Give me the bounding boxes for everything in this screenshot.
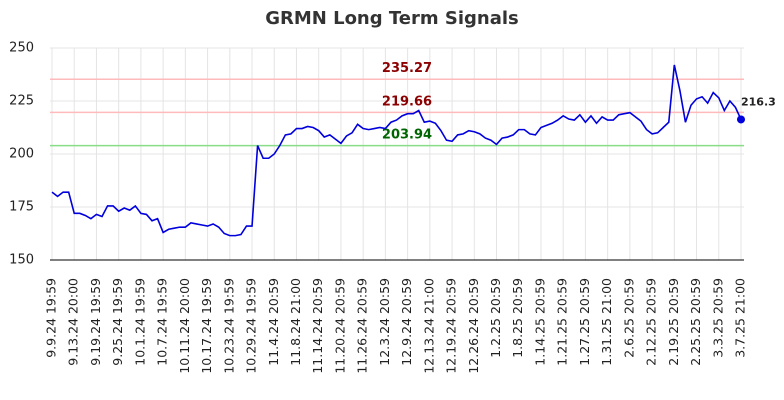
x-tick-label: 10.17.24 19:59	[199, 278, 214, 374]
x-tick-label: 2.19.25 20:59	[666, 278, 681, 366]
x-tick-label: 10.29.24 19:59	[244, 278, 259, 374]
x-tick-label: 12.13.24 21:00	[421, 278, 436, 374]
signal-label: 203.94	[382, 128, 432, 143]
x-tick-label: 9.13.24 20:00	[66, 278, 81, 366]
signal-label: 219.66	[382, 94, 432, 109]
x-tick-label: 3.3.25 20:59	[710, 278, 725, 358]
last-value-label: 216.3	[741, 95, 776, 108]
x-tick-label: 2.6.25 20:59	[621, 278, 636, 358]
x-tick-label: 11.14.24 20:59	[310, 278, 325, 374]
chart-title: GRMN Long Term Signals	[265, 8, 519, 29]
x-tick-label: 1.27.25 20:59	[577, 278, 592, 366]
y-tick-label: 225	[9, 94, 34, 109]
x-tick-label: 10.23.24 19:59	[221, 278, 236, 374]
x-tick-label: 11.20.24 20:59	[332, 278, 347, 374]
y-tick-label: 200	[9, 147, 34, 162]
x-tick-label: 1.8.25 20:59	[510, 278, 525, 358]
x-tick-label: 12.26.24 20:59	[466, 278, 481, 374]
x-tick-label: 9.9.24 19:59	[44, 278, 59, 358]
x-tick-label: 3.7.25 21:00	[733, 278, 748, 358]
x-tick-label: 1.2.25 20:59	[488, 278, 503, 358]
x-tick-label: 10.7.24 19:59	[155, 278, 170, 366]
x-tick-label: 12.3.24 20:59	[377, 278, 392, 366]
signal-label: 235.27	[382, 61, 432, 76]
x-tick-label: 9.19.24 19:59	[88, 278, 103, 366]
x-tick-label: 1.21.25 20:59	[555, 278, 570, 366]
x-tick-label: 2.25.25 20:59	[688, 278, 703, 366]
x-tick-label: 11.26.24 20:59	[355, 278, 370, 374]
x-tick-label: 2.12.25 20:59	[644, 278, 659, 366]
x-tick-label: 11.8.24 21:00	[288, 278, 303, 366]
y-tick-label: 250	[9, 41, 34, 56]
x-tick-label: 1.14.25 20:59	[532, 278, 547, 366]
y-tick-label: 150	[9, 253, 34, 268]
last-point	[737, 115, 745, 124]
x-tick-label: 10.11.24 20:00	[177, 278, 192, 374]
y-tick-label: 175	[9, 200, 34, 215]
x-tick-label: 12.19.24 20:59	[444, 278, 459, 374]
x-tick-label: 9.25.24 19:59	[110, 278, 125, 366]
x-tick-label: 12.9.24 20:59	[399, 278, 414, 366]
x-tick-label: 10.1.24 19:59	[132, 278, 147, 366]
x-tick-label: 11.4.24 20:59	[266, 278, 281, 366]
price-line	[51, 64, 742, 237]
x-tick-label: 1.31.25 21:00	[599, 278, 614, 366]
